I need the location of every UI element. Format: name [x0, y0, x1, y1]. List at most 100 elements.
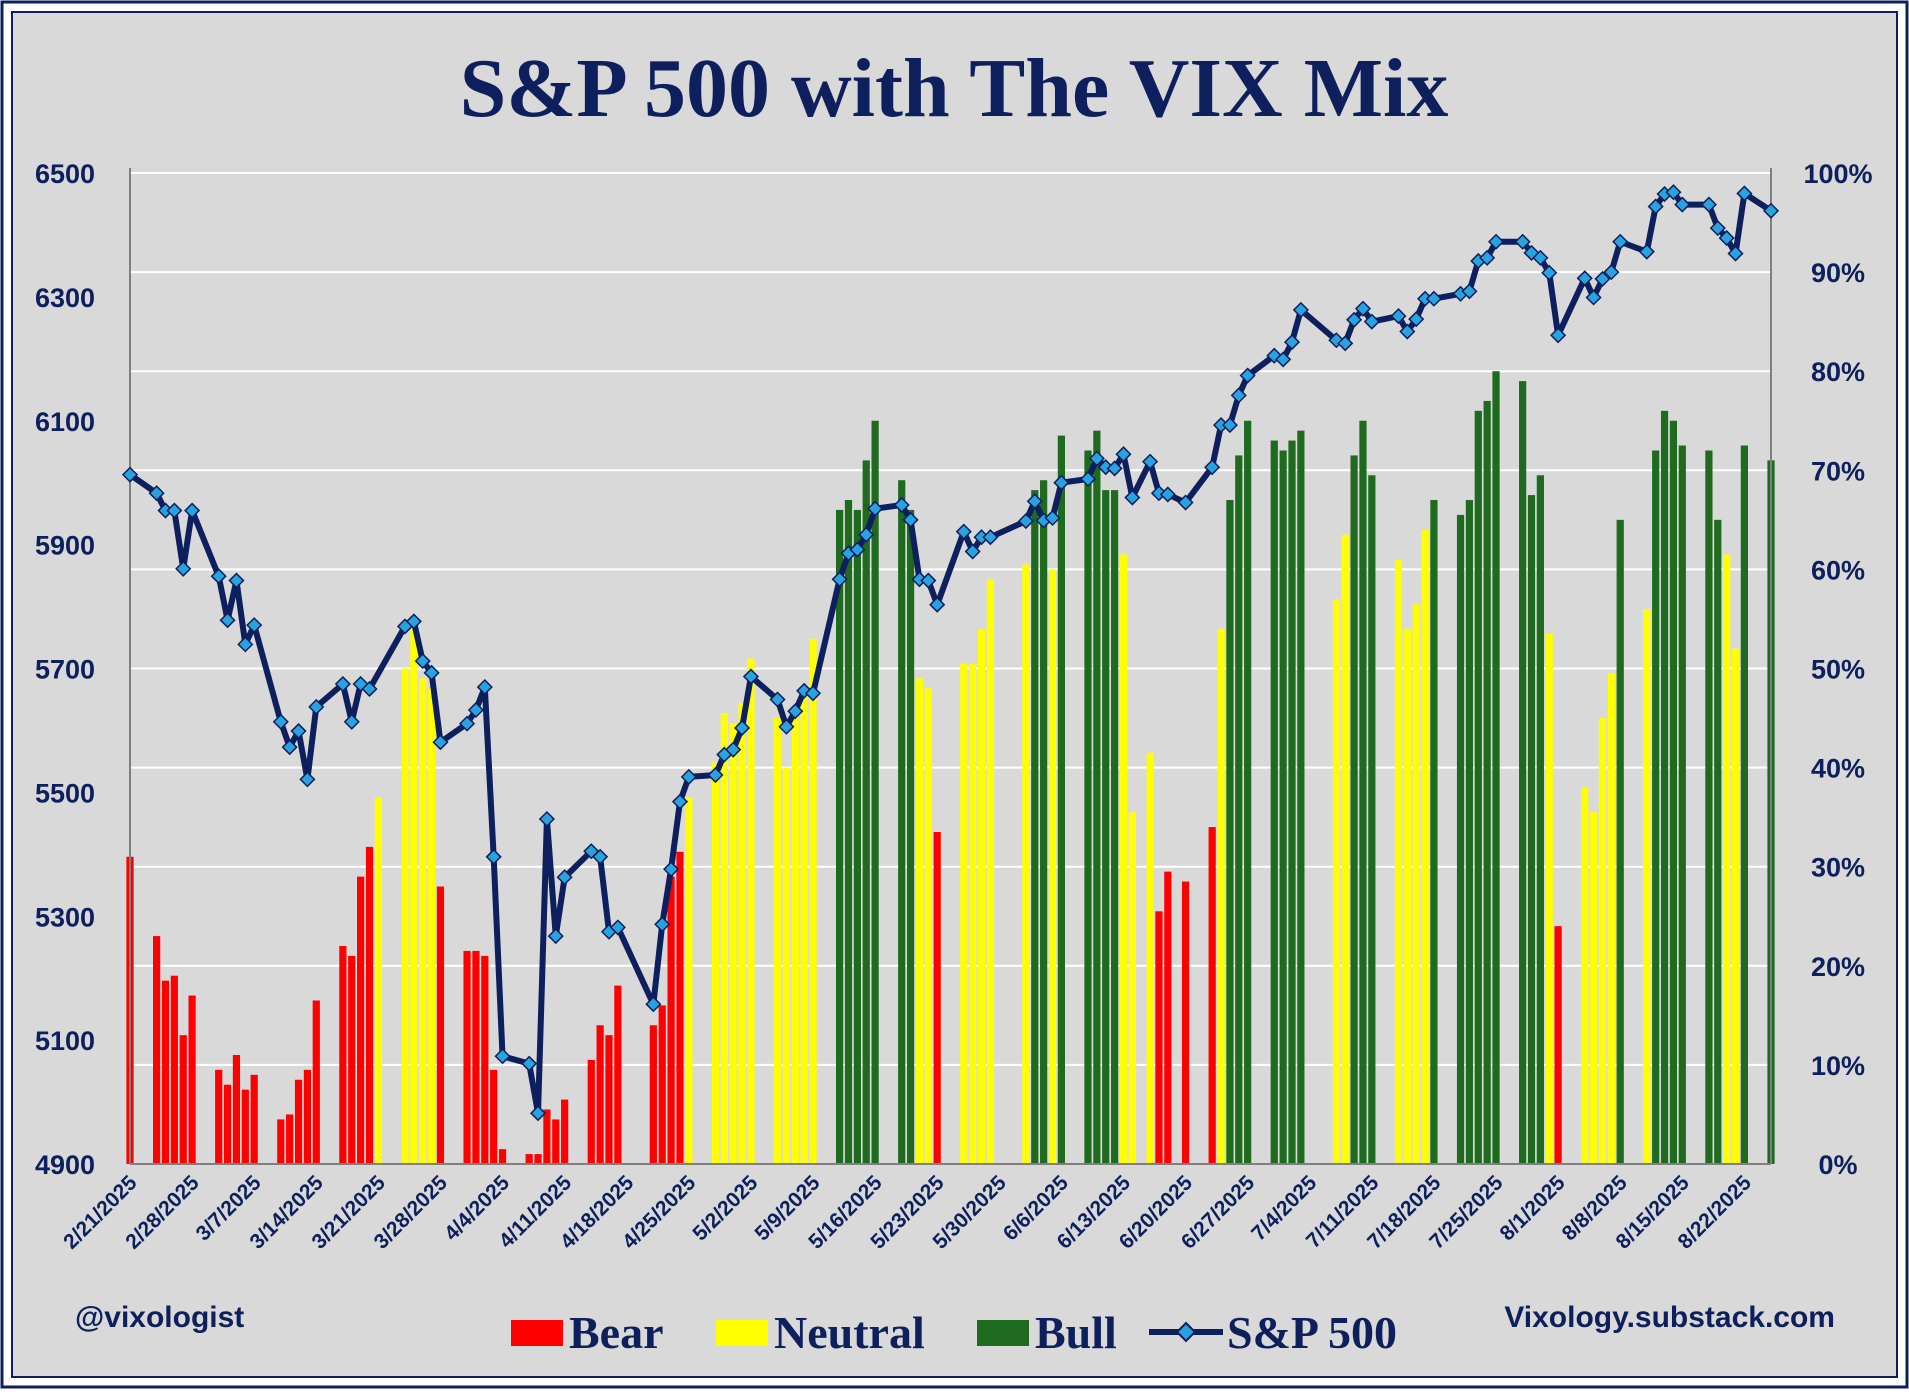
left-tick-label: 4900	[35, 1150, 95, 1180]
vix-mix-bar	[1554, 926, 1562, 1164]
vix-mix-bar	[1465, 500, 1474, 1164]
vix-mix-bar	[232, 1054, 241, 1164]
sp500-marker	[361, 680, 378, 698]
sp500-marker	[725, 741, 742, 758]
vix-mix-bar	[844, 500, 853, 1164]
vix-mix-bar	[960, 663, 968, 1164]
vix-mix-bar	[720, 713, 728, 1164]
vix-mix-bar	[427, 688, 436, 1164]
vix-mix-bar	[188, 995, 196, 1164]
sp500-marker	[1283, 334, 1301, 351]
sp500-marker	[867, 500, 884, 517]
vix-mix-bar	[711, 762, 720, 1164]
sp500-marker	[1363, 313, 1380, 330]
legend-swatch-neutral	[716, 1320, 768, 1346]
sp500-marker	[1647, 198, 1664, 215]
sp500-marker	[1337, 335, 1354, 352]
sp500-marker	[405, 613, 422, 630]
sp500-marker	[290, 722, 307, 740]
sp500-marker	[1346, 311, 1363, 328]
left-tick-label: 6100	[35, 407, 95, 437]
left-tick-label: 6500	[35, 159, 95, 189]
vix-mix-bar	[1040, 480, 1048, 1165]
left-tick-label: 5900	[35, 531, 95, 561]
vix-mix-bar	[649, 1025, 657, 1164]
right-tick-label: 0%	[1818, 1150, 1857, 1180]
vix-mix-bar	[294, 1079, 303, 1164]
left-tick-label: 6300	[35, 283, 95, 313]
vix-mix-bar	[1048, 569, 1057, 1164]
vix-mix-bar	[1128, 812, 1136, 1164]
sp500-marker	[121, 466, 139, 483]
vix-mix-bar	[1394, 559, 1403, 1164]
sp500-marker	[228, 572, 245, 589]
sp500-marker	[1461, 283, 1478, 300]
vix-mix-bar	[1102, 490, 1110, 1164]
legend-label: Neutral	[774, 1307, 925, 1358]
vix-mix-bar	[667, 876, 675, 1164]
vix-mix-bar	[1235, 455, 1243, 1164]
vix-mix-bar	[1217, 628, 1225, 1164]
vix-mix-bar	[1111, 490, 1119, 1164]
sp500-marker	[1177, 494, 1194, 511]
legend-marker-sp500	[1175, 1321, 1197, 1343]
vix-mix-bar	[303, 1069, 312, 1164]
vix-mix-bar	[1341, 534, 1349, 1164]
vix-mix-bar	[1714, 519, 1722, 1164]
vix-mix-bar	[871, 420, 879, 1164]
vix-mix-bar	[676, 851, 684, 1164]
vix-mix-bar	[1270, 440, 1278, 1164]
vix-mix-bar	[1368, 475, 1376, 1164]
legend: Bear Neutral Bull S&P 500	[511, 1307, 1397, 1358]
vix-mix-bar	[161, 980, 170, 1164]
vix-mix-bar	[658, 1005, 666, 1164]
sp500-marker	[467, 701, 485, 719]
vix-mix-bar	[472, 950, 480, 1164]
vix-mix-bar	[791, 718, 799, 1164]
sp500-marker	[556, 869, 573, 886]
sp500-line-group	[121, 184, 1780, 1122]
vix-mix-bar	[525, 1154, 533, 1164]
vix-mix-bar	[1545, 633, 1553, 1164]
vix-mix-bar	[463, 950, 471, 1164]
sp500-marker	[547, 928, 564, 945]
vix-mix-bar	[1731, 648, 1740, 1164]
sp500-marker	[1665, 184, 1682, 201]
vix-mix-bar	[1483, 400, 1491, 1164]
vix-mix-bar	[1474, 410, 1482, 1165]
vix-mix-bar	[1519, 381, 1527, 1164]
left-tick-label: 5100	[35, 1026, 95, 1056]
sp500-marker	[272, 713, 289, 730]
vix-mix-bar	[179, 1035, 187, 1164]
vix-mix-bar	[809, 638, 817, 1164]
vix-mix-bar	[1164, 871, 1172, 1164]
right-tick-label: 30%	[1811, 853, 1865, 883]
vix-mix-bar	[1084, 450, 1092, 1165]
sp500-marker	[1044, 509, 1061, 527]
sp500-marker	[831, 571, 848, 588]
vix-mix-bar	[1669, 420, 1678, 1164]
vix-mix-bar	[374, 797, 382, 1164]
vix-mix-bar	[1678, 445, 1686, 1164]
vix-mix-bar	[596, 1025, 604, 1164]
vix-mix-bar	[561, 1099, 569, 1164]
right-tick-label: 40%	[1811, 754, 1865, 784]
sp500-marker	[982, 529, 999, 546]
footer-handle: @vixologist	[75, 1301, 244, 1334]
sp500-marker	[1390, 308, 1407, 325]
sp500-marker	[1354, 300, 1372, 317]
left-tick-label: 5300	[35, 902, 95, 932]
vix-mix-bar	[800, 688, 808, 1164]
sp500-marker	[246, 617, 263, 634]
sp500-marker	[1292, 301, 1309, 318]
sp500-marker	[1239, 367, 1256, 384]
sp500-marker	[1017, 513, 1034, 530]
vix-mix-bar	[1607, 673, 1615, 1164]
right-tick-label: 60%	[1811, 555, 1865, 585]
vix-mix-bar	[223, 1084, 232, 1164]
sp500-marker	[1762, 202, 1780, 219]
vix-mix-bar	[401, 668, 409, 1164]
sp500-marker	[529, 1105, 547, 1122]
sp500-marker	[1106, 460, 1123, 477]
sp500-marker	[521, 1055, 538, 1072]
